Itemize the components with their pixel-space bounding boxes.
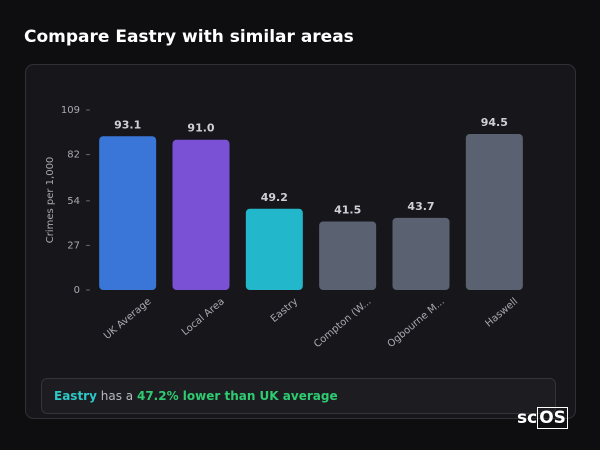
logo: sc OS — [517, 407, 568, 429]
summary-box: Eastry has a 47.2% lower than UK average — [41, 378, 556, 414]
value-label: 94.5 — [481, 116, 508, 129]
value-label: 49.2 — [261, 191, 288, 204]
logo-prefix: sc — [517, 408, 538, 428]
y-axis-label: Crimes per 1,000 — [45, 157, 56, 244]
summary-highlight: 47.2% lower than UK average — [136, 389, 338, 403]
summary-text: has a — [100, 389, 134, 403]
area-name: Eastry — [54, 389, 97, 403]
bar — [99, 136, 157, 290]
y-tick-label: 27 — [67, 240, 80, 251]
y-tick-label: 0 — [74, 285, 80, 296]
y-tick-label: 82 — [67, 150, 80, 161]
bar — [245, 208, 303, 290]
bar — [465, 133, 523, 290]
bar — [392, 217, 450, 290]
value-label: 91.0 — [187, 122, 214, 135]
value-label: 93.1 — [114, 118, 141, 131]
bar — [172, 139, 230, 290]
y-tick-label: 54 — [67, 196, 80, 207]
value-label: 43.7 — [407, 200, 434, 213]
bar — [319, 221, 377, 290]
logo-boxed: OS — [537, 407, 568, 429]
y-tick-label: 109 — [61, 105, 80, 116]
value-label: 41.5 — [334, 203, 361, 216]
chart-title: Compare Eastry with similar areas — [24, 27, 354, 47]
